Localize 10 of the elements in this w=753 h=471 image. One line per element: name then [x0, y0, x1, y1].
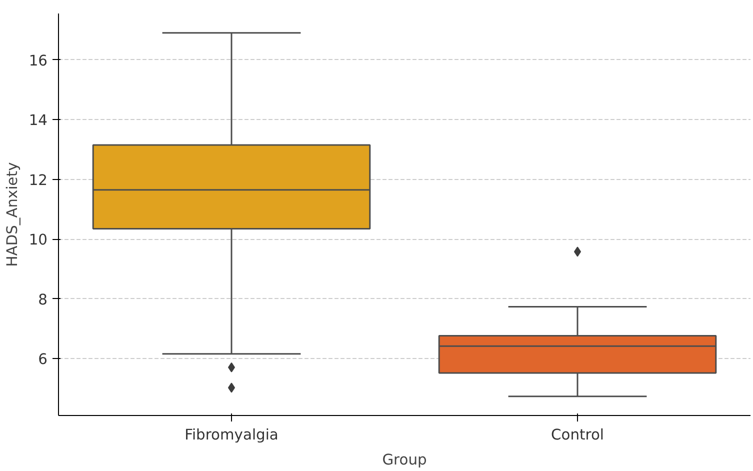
y-tick-label: 16 [28, 52, 48, 70]
x-axis-title: Group [382, 452, 427, 468]
y-tick-label: 6 [38, 351, 48, 368]
y-tick-label: 8 [38, 291, 48, 308]
x-tick-label: Control [551, 426, 604, 444]
y-tick-label: 14 [28, 112, 48, 130]
y-tick-label: 12 [28, 172, 48, 189]
x-tick-label: Fibromyalgia [184, 426, 278, 444]
y-axis-title: HADS_Anxiety [4, 162, 21, 267]
y-tick-label: 10 [28, 232, 48, 249]
